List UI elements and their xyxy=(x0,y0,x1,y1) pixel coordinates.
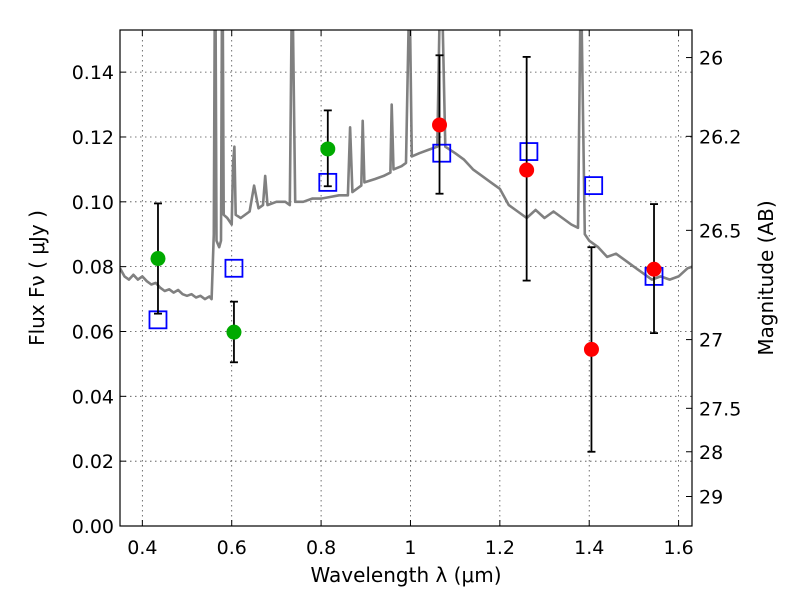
plot-frame xyxy=(119,29,693,527)
y2-tick-label: 26.2 xyxy=(699,126,741,148)
y2-tick-label: 26.5 xyxy=(699,220,741,242)
y-tick-label: 0.14 xyxy=(72,62,114,84)
photometry-point xyxy=(583,341,599,357)
ticks: 0.4 0.6 0.8 1 1.2 1.4 1.6 0.00 0.02 0.04 0.06 0.08 0… xyxy=(72,30,741,559)
model-flux-square xyxy=(224,258,244,278)
y-tick-label: 0.10 xyxy=(72,192,114,214)
y2-tick-label: 27 xyxy=(699,330,723,352)
y-tick-label: 0.00 xyxy=(72,516,114,538)
x-tick-label: 1 xyxy=(404,537,416,559)
y2-tick-label: 27.5 xyxy=(699,398,741,420)
x-tick-label: 1.4 xyxy=(574,537,604,559)
photometry-point xyxy=(320,141,336,157)
y2-tick-label: 28 xyxy=(699,442,723,464)
model-flux-square xyxy=(519,142,539,161)
y-tick-label: 0.06 xyxy=(72,321,114,343)
x-tick-label: 1.2 xyxy=(485,537,515,559)
x-tick-label: 1.6 xyxy=(663,537,693,559)
y-tick-label: 0.12 xyxy=(72,127,114,149)
x-axis-label: Wavelength λ (μm) xyxy=(310,563,501,587)
x-tick-label: 0.8 xyxy=(306,537,336,559)
y-axis-label: Flux Fν ( μJy ) xyxy=(25,210,49,346)
markers xyxy=(148,54,664,453)
model-flux-square xyxy=(584,176,604,196)
spectrum-line xyxy=(120,30,692,301)
photometry-point xyxy=(150,251,166,267)
photometry-point xyxy=(226,324,242,340)
model-flux-square xyxy=(432,143,452,163)
x-tick-label: 0.6 xyxy=(217,537,247,559)
y2-tick-label: 29 xyxy=(699,486,723,508)
plot-data xyxy=(120,30,692,301)
photometry-point xyxy=(432,117,448,133)
photometry-point xyxy=(646,261,662,277)
y2-tick-label: 26 xyxy=(699,48,723,70)
x-tick-label: 0.4 xyxy=(127,537,157,559)
y-tick-label: 0.02 xyxy=(72,451,114,473)
y-tick-label: 0.08 xyxy=(72,257,114,279)
photometry-point xyxy=(519,162,535,178)
y2-axis-label: Magnitude (AB) xyxy=(754,200,778,355)
y-tick-label: 0.04 xyxy=(72,386,114,408)
